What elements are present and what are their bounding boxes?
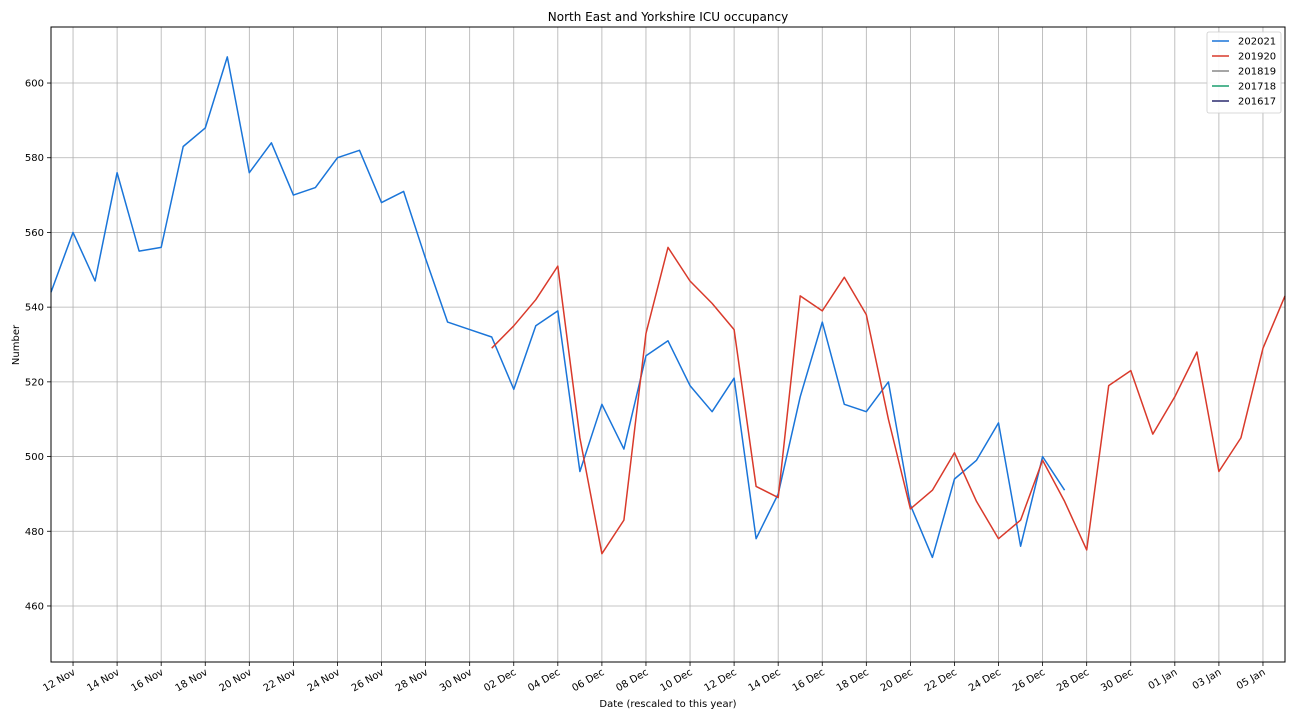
y-tick-label: 500: [25, 452, 44, 463]
legend-label-201920: 201920: [1238, 52, 1276, 63]
grid: [51, 27, 1285, 662]
y-tick-label: 480: [25, 527, 44, 538]
chart-title: North East and Yorkshire ICU occupancy: [548, 10, 788, 24]
legend-label-201819: 201819: [1238, 67, 1276, 78]
series-lines: [50, 56, 1286, 559]
y-tick-label: 600: [25, 79, 44, 90]
y-tick-label: 560: [25, 228, 44, 239]
y-axis: 460 480 500 520 540 560 580 600: [25, 79, 51, 612]
legend-label-202021: 202021: [1238, 37, 1276, 48]
legend-label-201718: 201718: [1238, 82, 1276, 93]
y-tick-label: 460: [25, 601, 44, 612]
y-tick-label: 520: [25, 377, 44, 388]
y-tick-label: 540: [25, 303, 44, 314]
x-axis-label: Date (rescaled to this year): [599, 699, 736, 710]
series-line-201920: [491, 246, 1286, 555]
plot-frame: [50, 26, 1286, 663]
legend: 202021 201920 201819 201718 201617: [1206, 31, 1282, 114]
y-axis-label: Number: [11, 324, 22, 365]
legend-label-201617: 201617: [1238, 97, 1276, 108]
series-line-202021: [50, 56, 1066, 559]
legend-box: [1206, 31, 1282, 114]
y-tick-label: 580: [25, 153, 44, 164]
